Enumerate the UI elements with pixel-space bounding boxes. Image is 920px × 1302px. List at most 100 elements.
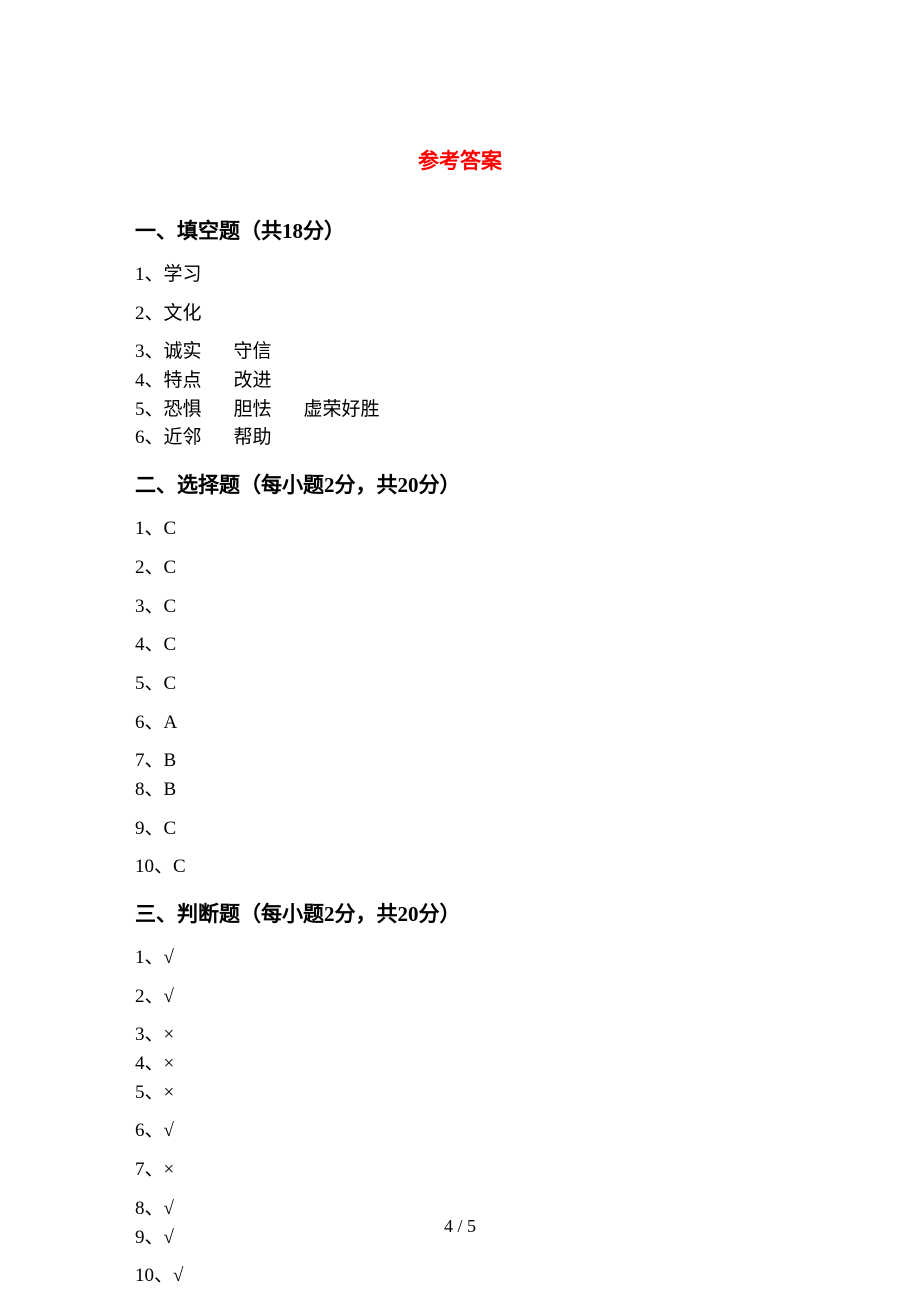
answer-value: 改进 xyxy=(234,370,272,391)
answer-number: 2 xyxy=(135,557,145,578)
answer-number: 4 xyxy=(135,370,145,391)
answer-item: 7、× xyxy=(135,1158,785,1183)
answer-value: B xyxy=(164,750,177,771)
answer-item: 1、√ xyxy=(135,946,785,971)
answer-value: C xyxy=(164,634,177,655)
answer-item: 1、C xyxy=(135,517,785,542)
answer-value: √ xyxy=(173,1265,183,1286)
answer-separator: 、 xyxy=(145,557,164,578)
answer-value: C xyxy=(164,518,177,539)
answer-item: 3、× xyxy=(135,1023,785,1048)
answer-item: 1、学习 xyxy=(135,263,785,288)
answer-number: 4 xyxy=(135,1053,145,1074)
answer-separator: 、 xyxy=(145,750,164,771)
answer-separator: 、 xyxy=(154,1265,173,1286)
answer-value: √ xyxy=(164,986,174,1007)
answer-value: 帮助 xyxy=(234,427,272,448)
answer-value: C xyxy=(164,818,177,839)
answer-number: 5 xyxy=(135,1082,145,1103)
answer-value: 特点 xyxy=(164,370,202,391)
answer-number: 2 xyxy=(135,303,145,324)
sections-container: 一、填空题（共18分）1、学习2、文化3、诚实守信4、特点改进5、恐惧胆怯虚荣好… xyxy=(135,215,785,1289)
answer-value: C xyxy=(164,596,177,617)
answer-value: 虚荣好胜 xyxy=(304,399,380,420)
answer-value: A xyxy=(164,712,178,733)
answer-number: 3 xyxy=(135,1024,145,1045)
answer-number: 1 xyxy=(135,947,145,968)
answer-number: 3 xyxy=(135,596,145,617)
answer-separator: 、 xyxy=(145,427,164,448)
answer-separator: 、 xyxy=(145,712,164,733)
answer-item: 3、诚实守信 xyxy=(135,340,785,365)
answer-value: √ xyxy=(164,1120,174,1141)
answer-number: 7 xyxy=(135,1159,145,1180)
answer-item: 2、√ xyxy=(135,985,785,1010)
answer-number: 1 xyxy=(135,264,145,285)
answer-number: 6 xyxy=(135,712,145,733)
answer-separator: 、 xyxy=(145,986,164,1007)
answer-item: 6、√ xyxy=(135,1119,785,1144)
answer-separator: 、 xyxy=(145,1120,164,1141)
answer-separator: 、 xyxy=(145,518,164,539)
section-header: 三、判断题（每小题2分，共20分） xyxy=(135,898,785,928)
answer-separator: 、 xyxy=(145,264,164,285)
answer-value: × xyxy=(164,1053,175,1074)
answer-value: × xyxy=(164,1082,175,1103)
answer-item: 4、× xyxy=(135,1052,785,1077)
answer-number: 5 xyxy=(135,399,145,420)
answer-item: 5、C xyxy=(135,672,785,697)
answer-value: 守信 xyxy=(234,341,272,362)
answer-item: 3、C xyxy=(135,595,785,620)
answer-number: 8 xyxy=(135,779,145,800)
answer-item: 8、B xyxy=(135,778,785,803)
answer-item: 4、C xyxy=(135,633,785,658)
answer-value: B xyxy=(164,779,177,800)
answer-item: 7、B xyxy=(135,749,785,774)
answer-number: 10 xyxy=(135,856,154,877)
answer-value: √ xyxy=(164,947,174,968)
answer-number: 9 xyxy=(135,818,145,839)
answer-separator: 、 xyxy=(154,856,173,877)
answer-item: 10、√ xyxy=(135,1264,785,1289)
answer-value: 胆怯 xyxy=(234,399,272,420)
answer-separator: 、 xyxy=(145,818,164,839)
answer-item: 5、× xyxy=(135,1081,785,1106)
answer-item: 4、特点改进 xyxy=(135,369,785,394)
answer-separator: 、 xyxy=(145,673,164,694)
answer-item: 5、恐惧 胆怯 虚荣好胜 xyxy=(135,398,785,423)
section-header: 一、填空题（共18分） xyxy=(135,215,785,245)
answer-separator: 、 xyxy=(145,947,164,968)
answer-item: 9、C xyxy=(135,817,785,842)
answer-item: 6、A xyxy=(135,711,785,736)
answer-value: 恐惧 xyxy=(164,399,202,420)
answer-separator: 、 xyxy=(145,1053,164,1074)
answer-number: 10 xyxy=(135,1265,154,1286)
answer-separator: 、 xyxy=(145,634,164,655)
answer-number: 6 xyxy=(135,427,145,448)
answer-number: 2 xyxy=(135,986,145,1007)
section-header: 二、选择题（每小题2分，共20分） xyxy=(135,469,785,499)
page-number: 4 / 5 xyxy=(0,1216,920,1237)
answer-separator: 、 xyxy=(145,779,164,800)
answer-separator: 、 xyxy=(145,303,164,324)
answer-separator: 、 xyxy=(145,399,164,420)
answer-value: 学习 xyxy=(164,264,202,285)
page-content: 参考答案 一、填空题（共18分）1、学习2、文化3、诚实守信4、特点改进5、恐惧… xyxy=(0,0,920,1289)
answer-number: 3 xyxy=(135,341,145,362)
answer-separator: 、 xyxy=(145,596,164,617)
answer-value: C xyxy=(164,557,177,578)
answer-separator: 、 xyxy=(145,1159,164,1180)
answer-number: 4 xyxy=(135,634,145,655)
answer-number: 6 xyxy=(135,1120,145,1141)
answer-item: 2、文化 xyxy=(135,302,785,327)
answer-separator: 、 xyxy=(145,1082,164,1103)
answer-item: 10、C xyxy=(135,855,785,880)
answer-value: 诚实 xyxy=(164,341,202,362)
answer-value: 近邻 xyxy=(164,427,202,448)
answer-number: 7 xyxy=(135,750,145,771)
answer-value: C xyxy=(164,673,177,694)
answer-number: 1 xyxy=(135,518,145,539)
answer-separator: 、 xyxy=(145,1024,164,1045)
answer-item: 6、近邻 帮助 xyxy=(135,426,785,451)
answer-value: C xyxy=(173,856,186,877)
